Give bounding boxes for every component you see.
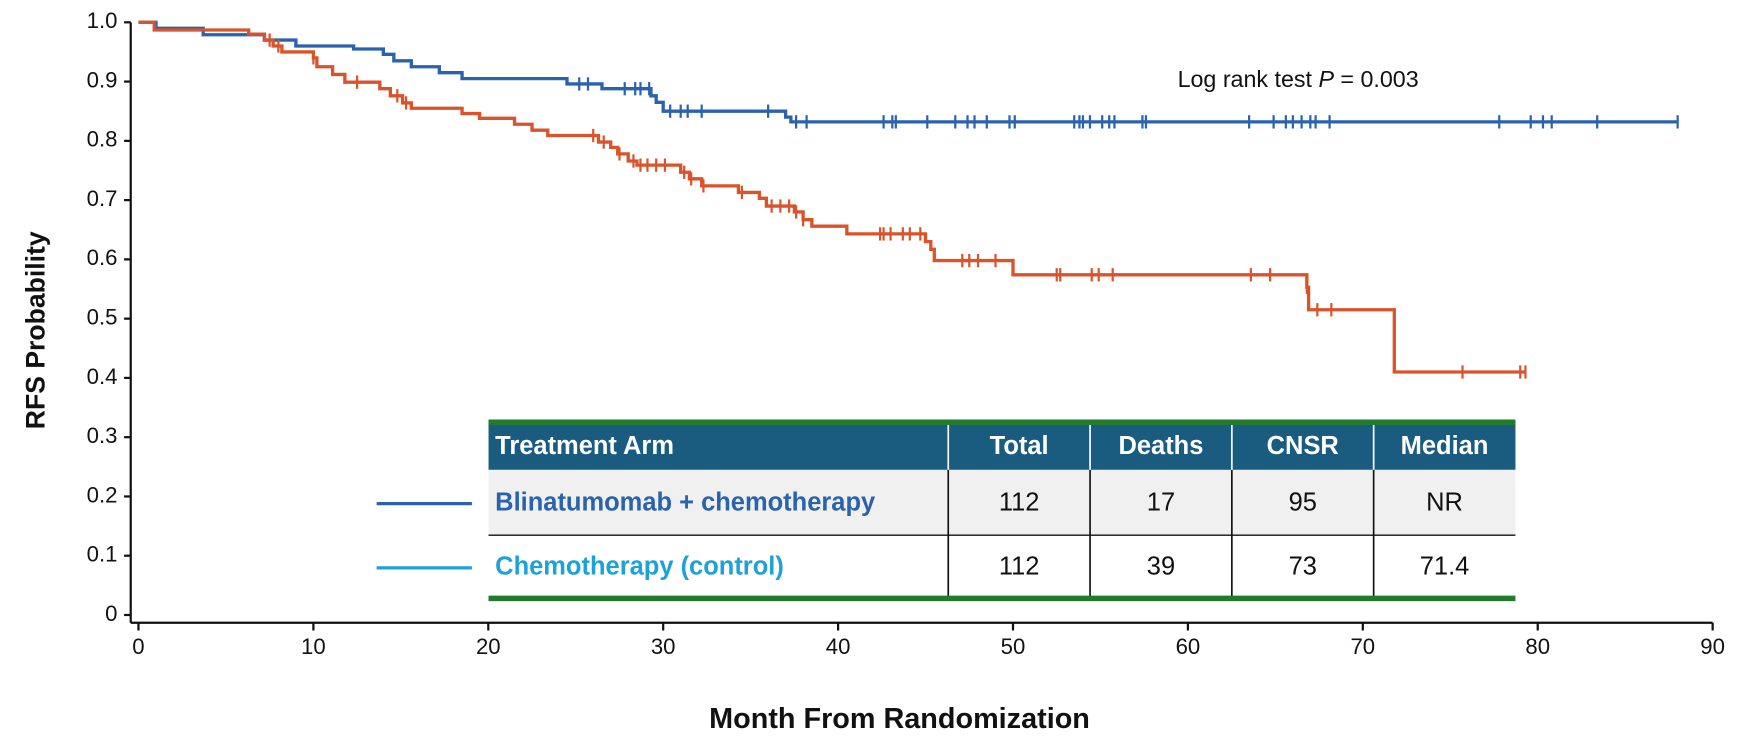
- table-cell: 112: [999, 488, 1040, 516]
- y-tick-label: 0.2: [87, 482, 118, 507]
- table-header-bg: [488, 422, 1516, 470]
- legend-label: Blinatumomab + chemotherapy: [495, 488, 876, 516]
- y-tick-label: 0.6: [87, 245, 118, 270]
- x-tick-label: 50: [1001, 634, 1026, 659]
- annotation: Log rank test P = 0.003: [1178, 66, 1419, 92]
- x-tick-label: 20: [476, 634, 501, 659]
- x-tick-label: 90: [1700, 634, 1725, 659]
- y-axis-title: RFS Probability: [21, 231, 51, 429]
- y-tick-label: 0.3: [87, 423, 118, 448]
- table-cell: NR: [1426, 488, 1463, 516]
- survival-curve: [138, 20, 1526, 374]
- y-tick-label: 0.8: [87, 127, 118, 152]
- survival-curve: [138, 20, 1678, 124]
- table-header: Total: [990, 432, 1049, 460]
- x-tick-label: 60: [1176, 634, 1201, 659]
- table-header: CNSR: [1267, 432, 1339, 460]
- table-cell: 112: [999, 553, 1040, 581]
- x-tick-label: 80: [1525, 634, 1550, 659]
- x-tick-label: 10: [301, 634, 326, 659]
- y-tick-label: 0.7: [87, 186, 118, 211]
- annotation-text: P: [1318, 66, 1334, 92]
- y-tick-label: 0: [105, 601, 117, 626]
- table-row-bg: [488, 535, 1516, 599]
- table-header: Median: [1401, 432, 1489, 460]
- x-tick-label: 70: [1350, 634, 1375, 659]
- table-cell: 71.4: [1420, 553, 1470, 581]
- table-cell: 95: [1289, 488, 1317, 516]
- table-cell: 73: [1289, 553, 1317, 581]
- y-tick-label: 0.4: [87, 364, 118, 389]
- annotation-text: Log rank test: [1178, 66, 1319, 92]
- y-tick-label: 1.0: [87, 8, 118, 33]
- table-header: Treatment Arm: [495, 432, 674, 460]
- x-tick-label: 40: [826, 634, 851, 659]
- y-tick-label: 0.9: [87, 67, 118, 92]
- x-axis-title: Month From Randomization: [709, 703, 1090, 735]
- table-cell: 17: [1147, 488, 1175, 516]
- annotation-text: = 0.003: [1334, 66, 1419, 92]
- table-row-bg: [488, 469, 1516, 536]
- x-tick-label: 30: [651, 634, 676, 659]
- table-header: Deaths: [1118, 432, 1203, 460]
- legend-label: Chemotherapy (control): [495, 553, 784, 581]
- table-cell: 39: [1147, 553, 1175, 581]
- y-tick-label: 0.5: [87, 304, 118, 329]
- x-tick-label: 0: [132, 634, 144, 659]
- y-tick-label: 0.1: [87, 542, 118, 567]
